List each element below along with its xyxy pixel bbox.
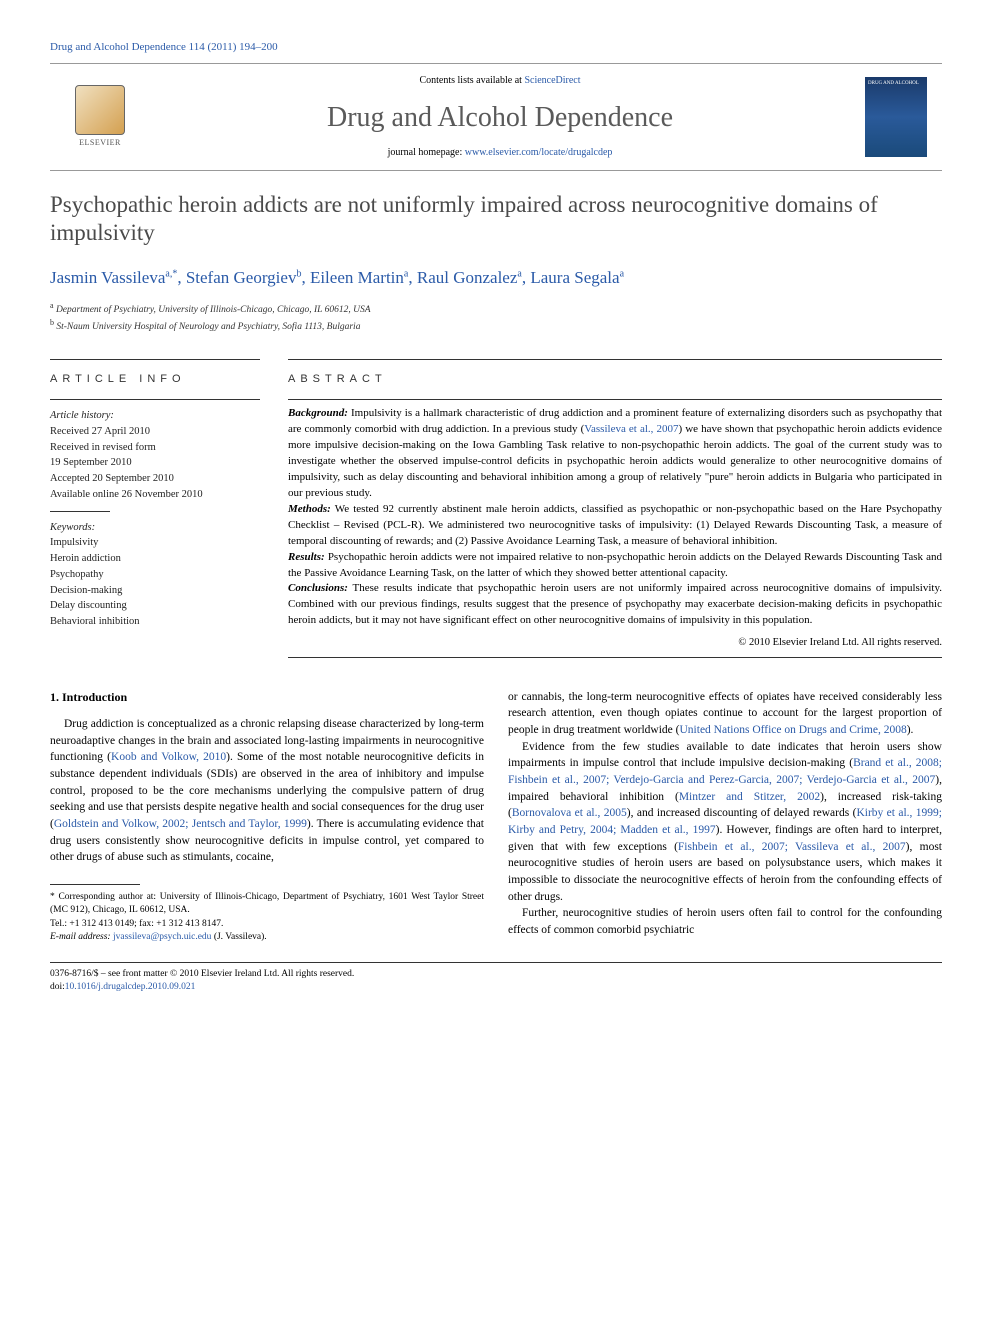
citation-link[interactable]: Koob and Volkow, 2010 xyxy=(111,751,226,763)
journal-reference: Drug and Alcohol Dependence 114 (2011) 1… xyxy=(50,40,942,55)
front-matter: 0376-8716/$ – see front matter © 2010 El… xyxy=(50,968,942,981)
citation-link[interactable]: United Nations Office on Drugs and Crime… xyxy=(680,724,907,736)
citation-link[interactable]: Mintzer and Stitzer, 2002 xyxy=(679,791,820,803)
citation-link[interactable]: Goldstein and Volkow, 2002; Jentsch and … xyxy=(54,818,307,830)
abstract-text: Background: Impulsivity is a hallmark ch… xyxy=(288,406,942,650)
abstract-methods: Methods: We tested 92 currently abstinen… xyxy=(288,502,942,550)
body-paragraph: Further, neurocognitive studies of heroi… xyxy=(508,905,942,938)
cover-text: DRUG AND ALCOHOL xyxy=(868,81,919,86)
author: Laura Segalaa xyxy=(530,268,624,287)
abstract-background: Background: Impulsivity is a hallmark ch… xyxy=(288,406,942,502)
abstract-label: abstract xyxy=(288,366,942,393)
abstract-column: abstract Background: Impulsivity is a ha… xyxy=(288,353,942,664)
body-column-right: or cannabis, the long-term neurocognitiv… xyxy=(508,689,942,945)
article-title: Psychopathic heroin addicts are not unif… xyxy=(50,191,942,249)
author: Eileen Martina xyxy=(310,268,408,287)
journal-homepage: journal homepage: www.elsevier.com/locat… xyxy=(135,146,865,160)
affiliations: a Department of Psychiatry, University o… xyxy=(50,300,942,335)
abstract-copyright: © 2010 Elsevier Ireland Ltd. All rights … xyxy=(288,635,942,650)
elsevier-logo: ELSEVIER xyxy=(65,79,135,154)
journal-title: Drug and Alcohol Dependence xyxy=(135,98,865,137)
body-paragraph: Evidence from the few studies available … xyxy=(508,739,942,906)
elsevier-label: ELSEVIER xyxy=(79,137,121,148)
body-column-left: 1. Introduction Drug addiction is concep… xyxy=(50,689,484,945)
journal-cover-thumb: DRUG AND ALCOHOL xyxy=(865,77,927,157)
keywords: Keywords: Impulsivity Heroin addiction P… xyxy=(50,520,260,630)
citation-link[interactable]: Vassileva et al., 2007 xyxy=(584,423,678,435)
intro-heading: 1. Introduction xyxy=(50,689,484,706)
author: Raul Gonzaleza xyxy=(417,268,522,287)
author: Jasmin Vassilevaa,* xyxy=(50,268,177,287)
doi-line: doi:10.1016/j.drugalcdep.2010.09.021 xyxy=(50,981,942,994)
doi-link[interactable]: 10.1016/j.drugalcdep.2010.09.021 xyxy=(65,982,196,992)
abstract-conclusions: Conclusions: These results indicate that… xyxy=(288,581,942,629)
authors-line: Jasmin Vassilevaa,*, Stefan Georgievb, E… xyxy=(50,266,942,290)
body-columns: 1. Introduction Drug addiction is concep… xyxy=(50,689,942,945)
abstract-results: Results: Psychopathic heroin addicts wer… xyxy=(288,550,942,582)
body-paragraph: Drug addiction is conceptualized as a ch… xyxy=(50,716,484,866)
body-paragraph: or cannabis, the long-term neurocognitiv… xyxy=(508,689,942,739)
author: Stefan Georgievb xyxy=(186,268,302,287)
homepage-prefix: journal homepage: xyxy=(388,147,465,158)
article-info-column: article info Article history: Received 2… xyxy=(50,353,260,664)
sciencedirect-link[interactable]: ScienceDirect xyxy=(524,75,580,86)
email-link[interactable]: jvassileva@psych.uic.edu xyxy=(113,932,211,942)
footer: 0376-8716/$ – see front matter © 2010 El… xyxy=(50,962,942,995)
affiliation: b St-Naum University Hospital of Neurolo… xyxy=(50,317,942,334)
contents-available: Contents lists available at ScienceDirec… xyxy=(135,74,865,88)
citation-link[interactable]: Bornovalova et al., 2005 xyxy=(512,807,627,819)
journal-banner: ELSEVIER Contents lists available at Sci… xyxy=(50,63,942,170)
article-history: Article history: Received 27 April 2010 … xyxy=(50,408,260,503)
citation-link[interactable]: Fishbein et al., 2007; Vassileva et al.,… xyxy=(678,841,906,853)
corresponding-author-footnote: * Corresponding author at: University of… xyxy=(50,891,484,944)
article-info-label: article info xyxy=(50,366,260,393)
contents-prefix: Contents lists available at xyxy=(419,75,524,86)
affiliation: a Department of Psychiatry, University o… xyxy=(50,300,942,317)
homepage-link[interactable]: www.elsevier.com/locate/drugalcdep xyxy=(465,147,613,158)
